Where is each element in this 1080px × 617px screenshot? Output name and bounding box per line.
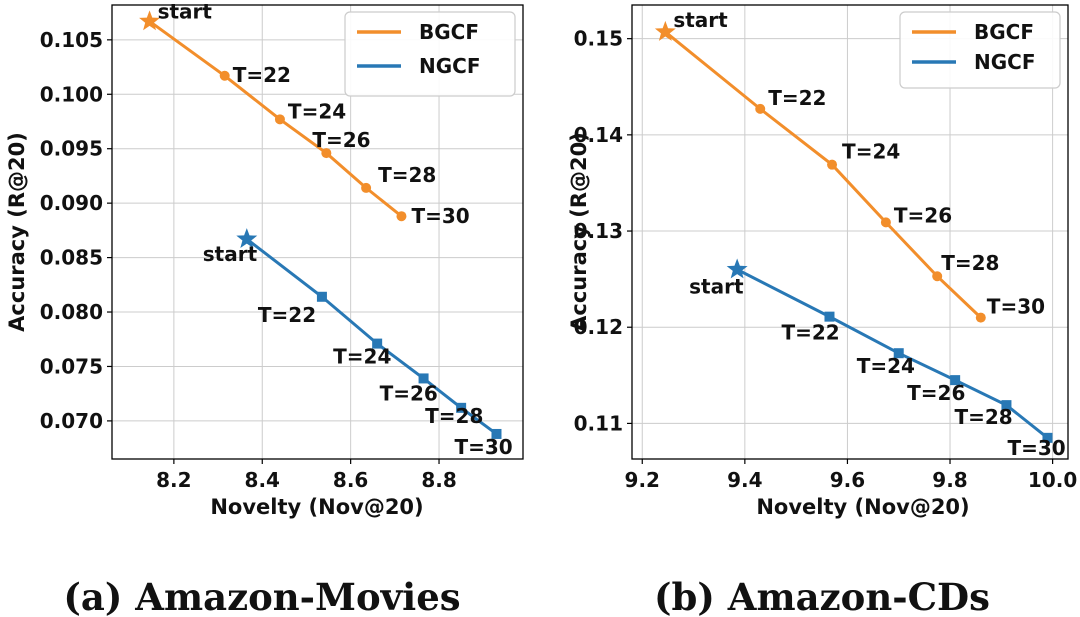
point-annotation: T=22 — [233, 63, 291, 87]
legend-label: NGCF — [419, 54, 481, 78]
series-line — [245, 237, 498, 436]
y-tick-label: 0.13 — [574, 219, 623, 243]
series-ngcf: start T=22 T=24 T=26T=28 T=30 — [689, 258, 1066, 460]
point-marker — [755, 103, 766, 114]
start-star-marker — [139, 10, 161, 31]
point-marker — [893, 348, 904, 359]
point-annotation: T=30 — [987, 295, 1045, 319]
point-annotation: start — [689, 275, 744, 299]
x-tick-label: 9.4 — [727, 468, 762, 492]
point-annotation: T=26 — [907, 381, 965, 405]
y-tick-label: 0.080 — [40, 300, 103, 324]
x-tick-label: 9.8 — [932, 468, 967, 492]
y-tick-label: 0.105 — [40, 28, 103, 52]
panel-amazon-movies: 8.2 8.4 8.6 8.8 0.070 0.075 0.080 0.085 0.090 0.0… — [5, 0, 524, 617]
y-axis-label: Accuracy (R@20) — [567, 132, 591, 332]
point-annotation: T=22 — [781, 321, 839, 345]
plot-frame — [631, 4, 1069, 460]
point-marker — [1001, 400, 1012, 411]
subfigure-caption: (b) Amazon-CDs — [654, 575, 990, 617]
point-marker — [1042, 432, 1053, 443]
y-tick-label: 0.085 — [40, 246, 103, 270]
y-tick-label: 0.100 — [40, 82, 103, 106]
point-marker — [274, 114, 285, 125]
start-star-marker — [236, 228, 258, 248]
point-annotation: T=24 — [288, 99, 346, 123]
point-marker — [361, 182, 372, 193]
point-marker — [321, 148, 332, 159]
y-axis-label: Accuracy (R@20) — [5, 132, 29, 332]
x-axis-label: Novelty (Nov@20) — [210, 495, 423, 519]
subfigure-caption: (a) Amazon-Movies — [63, 575, 460, 617]
point-annotation: T=30 — [454, 435, 512, 459]
point-annotation: T=28 — [941, 251, 999, 275]
legend: BGCF NGCF — [899, 11, 1061, 89]
point-marker — [396, 211, 407, 222]
x-tick-label: 8.2 — [156, 468, 191, 492]
point-annotation: T=30 — [1007, 436, 1065, 460]
point-marker — [975, 312, 986, 323]
point-annotation: T=28 — [954, 405, 1012, 429]
series-bgcf: start T=22 T=24 T=26 T=28 T=30 — [654, 8, 1045, 323]
point-marker — [491, 428, 502, 439]
x-tick-label: 10.0 — [1028, 468, 1077, 492]
start-star-marker — [726, 258, 748, 279]
point-annotation: T=28 — [378, 163, 436, 187]
legend-label: BGCF — [974, 20, 1034, 44]
point-annotation: start — [203, 242, 258, 266]
y-tick-label: 0.090 — [40, 191, 103, 215]
legend: BGCF NGCF — [344, 11, 516, 97]
y-tick-label: 0.12 — [574, 315, 623, 339]
point-marker — [880, 217, 891, 228]
point-annotation: start — [673, 8, 728, 32]
point-marker — [418, 373, 429, 384]
series-ngcf: start T=22 T=24 T=26T=28 T=30 — [203, 228, 513, 459]
y-tick-label: 0.095 — [40, 137, 103, 161]
x-tick-label: 8.4 — [245, 468, 280, 492]
y-tick-label: 0.14 — [574, 123, 623, 147]
x-tick-label: 9.2 — [625, 468, 660, 492]
point-annotation: T=24 — [857, 354, 915, 378]
point-annotation: T=30 — [411, 204, 469, 228]
point-marker — [219, 70, 230, 81]
point-marker — [827, 159, 838, 170]
series-line — [664, 30, 982, 319]
point-annotation: T=28 — [425, 404, 483, 428]
point-annotation: T=24 — [333, 345, 391, 369]
series-line — [736, 268, 1049, 440]
point-annotation: T=22 — [258, 303, 316, 327]
panel-amazon-cds: 9.2 9.4 9.6 9.8 10.0 0.11 0.12 0.13 0.14 0.15 Nove… — [567, 4, 1077, 617]
series-bgcf: start T=22 T=24 T=26 T=28 T=30 — [139, 0, 470, 228]
point-annotation: T=24 — [842, 140, 900, 164]
point-annotation: T=26 — [894, 203, 952, 227]
point-marker — [316, 291, 327, 302]
y-tick-label: 0.11 — [574, 411, 623, 435]
point-marker — [456, 402, 467, 413]
x-tick-label: 8.8 — [421, 468, 456, 492]
legend-label: NGCF — [974, 50, 1036, 74]
legend-label: BGCF — [419, 20, 479, 44]
point-annotation: T=26 — [312, 128, 370, 152]
point-marker — [372, 338, 383, 349]
plot-frame — [111, 4, 524, 460]
y-tick-label: 0.075 — [40, 354, 103, 378]
point-annotation: start — [158, 0, 213, 23]
point-annotation: T=22 — [768, 86, 826, 110]
x-tick-label: 8.6 — [333, 468, 368, 492]
point-marker — [932, 271, 943, 282]
point-marker — [950, 375, 961, 386]
start-star-marker — [654, 20, 676, 41]
series-line — [148, 20, 403, 218]
point-marker — [824, 311, 835, 322]
y-tick-label: 0.15 — [574, 27, 623, 51]
y-tick-label: 0.070 — [40, 409, 103, 433]
x-tick-label: 9.6 — [830, 468, 865, 492]
point-annotation: T=26 — [380, 381, 438, 405]
x-axis-label: Novelty (Nov@20) — [756, 495, 969, 519]
